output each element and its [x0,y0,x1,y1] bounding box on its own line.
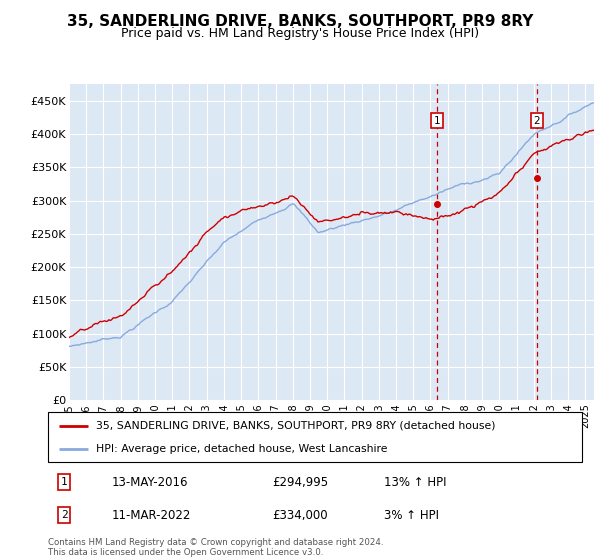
FancyBboxPatch shape [48,412,582,462]
Text: 35, SANDERLING DRIVE, BANKS, SOUTHPORT, PR9 8RY: 35, SANDERLING DRIVE, BANKS, SOUTHPORT, … [67,14,533,29]
Text: Contains HM Land Registry data © Crown copyright and database right 2024.
This d: Contains HM Land Registry data © Crown c… [48,538,383,557]
Text: Price paid vs. HM Land Registry's House Price Index (HPI): Price paid vs. HM Land Registry's House … [121,27,479,40]
Text: 11-MAR-2022: 11-MAR-2022 [112,508,191,521]
Text: £294,995: £294,995 [272,475,328,489]
Text: 2: 2 [61,510,67,520]
Text: £334,000: £334,000 [272,508,328,521]
Text: 13% ↑ HPI: 13% ↑ HPI [385,475,447,489]
Text: 13-MAY-2016: 13-MAY-2016 [112,475,188,489]
Text: HPI: Average price, detached house, West Lancashire: HPI: Average price, detached house, West… [96,445,388,454]
Text: 1: 1 [434,115,440,125]
Text: 2: 2 [534,115,541,125]
Text: 1: 1 [61,477,67,487]
Text: 3% ↑ HPI: 3% ↑ HPI [385,508,439,521]
Text: 35, SANDERLING DRIVE, BANKS, SOUTHPORT, PR9 8RY (detached house): 35, SANDERLING DRIVE, BANKS, SOUTHPORT, … [96,421,496,431]
